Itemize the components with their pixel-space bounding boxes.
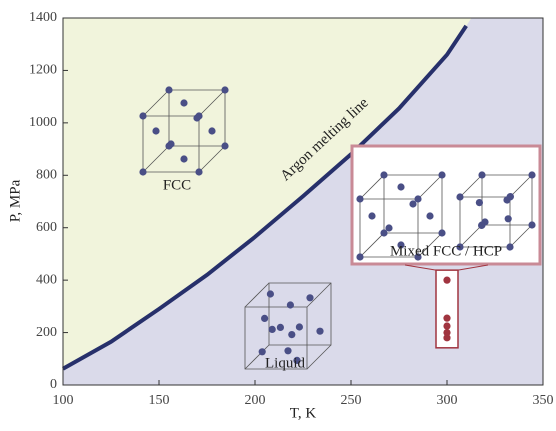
- atom: [456, 193, 463, 200]
- atom: [139, 168, 146, 175]
- atom: [139, 112, 146, 119]
- atom: [438, 229, 445, 236]
- atom: [356, 253, 363, 260]
- atom: [277, 324, 284, 331]
- atom: [505, 215, 512, 222]
- x-tick-label: 350: [533, 393, 554, 408]
- atom: [193, 114, 200, 121]
- y-tick-label: 0: [50, 377, 57, 392]
- atom: [261, 315, 268, 322]
- y-tick-label: 600: [36, 220, 57, 235]
- x-axis-label: T, K: [290, 405, 317, 421]
- atom: [221, 86, 228, 93]
- inset-label: Mixed FCC / HCP: [390, 243, 502, 259]
- y-tick-label: 1400: [29, 10, 57, 25]
- data-point: [443, 334, 450, 341]
- atom: [167, 140, 174, 147]
- atom: [287, 301, 294, 308]
- atom: [195, 168, 202, 175]
- atom: [380, 171, 387, 178]
- atom: [385, 224, 392, 231]
- atom: [507, 193, 514, 200]
- x-tick-label: 300: [437, 393, 458, 408]
- x-tick-label: 200: [245, 393, 266, 408]
- atom: [478, 222, 485, 229]
- atom: [316, 328, 323, 335]
- atom: [506, 243, 513, 250]
- data-point: [443, 277, 450, 284]
- atom: [478, 171, 485, 178]
- y-tick-label: 400: [36, 272, 57, 287]
- atom: [269, 326, 276, 333]
- atom: [284, 347, 291, 354]
- atom: [267, 290, 274, 297]
- atom: [528, 221, 535, 228]
- atom: [296, 323, 303, 330]
- atom: [528, 171, 535, 178]
- atom: [208, 127, 215, 134]
- y-tick-label: 1000: [29, 115, 57, 130]
- liquid-label: Liquid: [265, 355, 305, 371]
- x-tick-label: 100: [53, 393, 74, 408]
- y-tick-label: 800: [36, 168, 57, 183]
- x-tick-label: 150: [149, 393, 170, 408]
- data-point: [443, 315, 450, 322]
- atom: [476, 199, 483, 206]
- atom: [306, 294, 313, 301]
- y-tick-label: 200: [36, 325, 57, 340]
- atom: [180, 99, 187, 106]
- atom: [426, 212, 433, 219]
- fcc-label: FCC: [163, 177, 191, 193]
- data-point: [443, 322, 450, 329]
- atom: [397, 183, 404, 190]
- atom: [438, 171, 445, 178]
- atom: [152, 127, 159, 134]
- atom: [165, 86, 172, 93]
- atom: [368, 212, 375, 219]
- atom: [356, 195, 363, 202]
- atom: [288, 331, 295, 338]
- x-tick-label: 250: [341, 393, 362, 408]
- chart: T, K P, MPa Argon melting lineFCCLiquidM…: [0, 0, 556, 431]
- atom: [221, 142, 228, 149]
- y-tick-label: 1200: [29, 63, 57, 78]
- atom: [259, 348, 266, 355]
- atom: [409, 200, 416, 207]
- y-axis-label: P, MPa: [7, 179, 23, 222]
- atom: [180, 155, 187, 162]
